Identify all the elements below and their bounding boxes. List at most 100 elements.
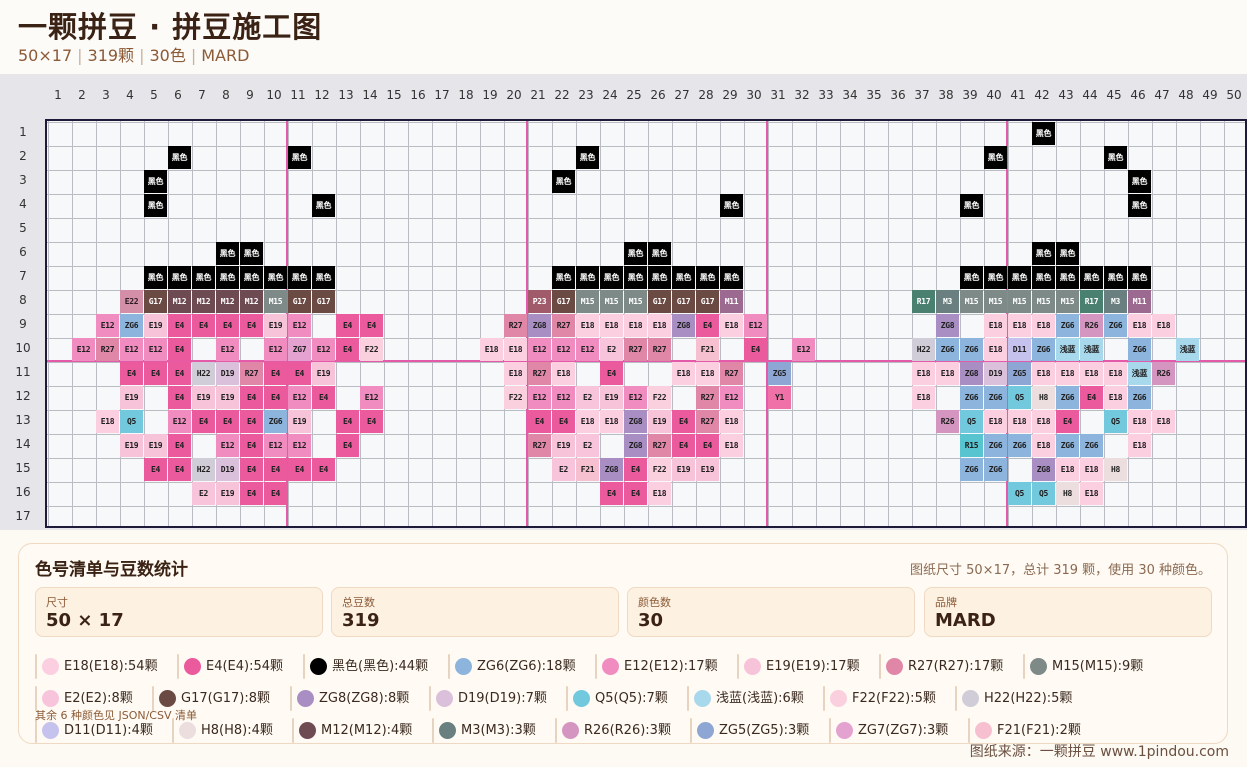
bead-cell[interactable]: E4: [696, 434, 719, 457]
bead-cell[interactable]: P23: [528, 290, 551, 313]
bead-cell[interactable]: 黑色: [1032, 266, 1055, 289]
bead-cell[interactable]: 黑色: [264, 266, 287, 289]
bead-cell[interactable]: 黑色: [600, 266, 623, 289]
bead-cell[interactable]: 浅蓝: [1056, 338, 1079, 361]
bead-cell[interactable]: E18: [1152, 410, 1175, 433]
bead-cell[interactable]: 黑色: [720, 266, 743, 289]
bead-cell[interactable]: E19: [600, 386, 623, 409]
color-chip[interactable]: R26(R26):3颗: [555, 718, 671, 743]
bead-cell[interactable]: R17: [912, 290, 935, 313]
bead-cell[interactable]: E12: [552, 338, 575, 361]
bead-cell[interactable]: ZG6: [984, 434, 1007, 457]
color-chip[interactable]: R27(R27):17颗: [879, 654, 1003, 679]
bead-cell[interactable]: E12: [360, 386, 383, 409]
bead-cell[interactable]: E12: [312, 338, 335, 361]
bead-cell[interactable]: E4: [216, 314, 239, 337]
bead-cell[interactable]: E18: [1128, 410, 1151, 433]
bead-cell[interactable]: M15: [600, 290, 623, 313]
bead-cell[interactable]: E19: [648, 410, 671, 433]
bead-cell[interactable]: ZG6: [960, 338, 983, 361]
bead-cell[interactable]: 黑色: [168, 266, 191, 289]
bead-cell[interactable]: E4: [360, 410, 383, 433]
bead-cell[interactable]: M3: [936, 290, 959, 313]
bead-cell[interactable]: E4: [168, 458, 191, 481]
bead-cell[interactable]: ZG6: [960, 458, 983, 481]
bead-cell[interactable]: E18: [1080, 362, 1103, 385]
bead-cell[interactable]: E12: [792, 338, 815, 361]
bead-cell[interactable]: 黑色: [216, 266, 239, 289]
bead-cell[interactable]: E4: [1080, 386, 1103, 409]
bead-cell[interactable]: ZG8: [624, 434, 647, 457]
bead-cell[interactable]: E12: [264, 338, 287, 361]
bead-cell[interactable]: 黑色: [288, 266, 311, 289]
bead-cell[interactable]: 黑色: [576, 266, 599, 289]
bead-cell[interactable]: Q5: [1008, 386, 1031, 409]
bead-cell[interactable]: 黑色: [288, 146, 311, 169]
bead-cell[interactable]: R27: [240, 362, 263, 385]
bead-cell[interactable]: 浅蓝: [1080, 338, 1103, 361]
bead-cell[interactable]: 黑色: [1032, 242, 1055, 265]
bead-cell[interactable]: E4: [168, 386, 191, 409]
bead-cell[interactable]: E12: [624, 386, 647, 409]
bead-cell[interactable]: Q5: [1008, 482, 1031, 505]
bead-cell[interactable]: 黑色: [1032, 122, 1055, 145]
bead-cell[interactable]: 浅蓝: [1176, 338, 1199, 361]
bead-cell[interactable]: E19: [672, 458, 695, 481]
bead-cell[interactable]: M15: [960, 290, 983, 313]
bead-cell[interactable]: E4: [336, 338, 359, 361]
bead-cell[interactable]: 黑色: [552, 266, 575, 289]
bead-cell[interactable]: M15: [624, 290, 647, 313]
bead-cell[interactable]: ZG8: [936, 314, 959, 337]
bead-cell[interactable]: E18: [1128, 314, 1151, 337]
bead-cell[interactable]: E4: [312, 386, 335, 409]
bead-cell[interactable]: E12: [216, 434, 239, 457]
color-chip[interactable]: ZG6(ZG6):18颗: [448, 654, 576, 679]
bead-cell[interactable]: 黑色: [144, 194, 167, 217]
bead-cell[interactable]: ZG8: [960, 362, 983, 385]
bead-cell[interactable]: E18: [1008, 314, 1031, 337]
bead-cell[interactable]: E18: [504, 338, 527, 361]
bead-cell[interactable]: E19: [264, 314, 287, 337]
bead-cell[interactable]: E22: [120, 290, 143, 313]
bead-cell[interactable]: E18: [1104, 362, 1127, 385]
bead-cell[interactable]: E18: [1008, 410, 1031, 433]
bead-cell[interactable]: ZG6: [1128, 338, 1151, 361]
bead-cell[interactable]: 黑色: [984, 146, 1007, 169]
bead-cell[interactable]: 黑色: [1104, 266, 1127, 289]
bead-cell[interactable]: E4: [360, 314, 383, 337]
bead-cell[interactable]: G17: [696, 290, 719, 313]
bead-cell[interactable]: E19: [144, 314, 167, 337]
bead-cell[interactable]: 黑色: [192, 266, 215, 289]
bead-cell[interactable]: ZG6: [1056, 386, 1079, 409]
bead-cell[interactable]: M12: [240, 290, 263, 313]
bead-cell[interactable]: R27: [552, 314, 575, 337]
bead-cell[interactable]: ZG6: [984, 458, 1007, 481]
bead-cell[interactable]: E18: [912, 386, 935, 409]
color-chip[interactable]: F21(F21):2颗: [968, 718, 1081, 743]
bead-cell[interactable]: E4: [264, 458, 287, 481]
color-chip[interactable]: M12(M12):4颗: [292, 718, 412, 743]
bead-cell[interactable]: E18: [720, 434, 743, 457]
bead-cell[interactable]: E18: [912, 362, 935, 385]
bead-cell[interactable]: H22: [192, 458, 215, 481]
bead-cell[interactable]: Y1: [768, 386, 791, 409]
bead-cell[interactable]: E4: [192, 314, 215, 337]
bead-cell[interactable]: M15: [1056, 290, 1079, 313]
color-chip[interactable]: F22(F22):5颗: [823, 686, 936, 711]
bead-cell[interactable]: R27: [720, 362, 743, 385]
color-chip[interactable]: M15(M15):9颗: [1023, 654, 1143, 679]
bead-cell[interactable]: E12: [144, 338, 167, 361]
bead-cell[interactable]: 黑色: [144, 170, 167, 193]
bead-cell[interactable]: ZG8: [528, 314, 551, 337]
bead-cell[interactable]: E4: [624, 482, 647, 505]
bead-cell[interactable]: ZG6: [120, 314, 143, 337]
bead-cell[interactable]: E4: [168, 338, 191, 361]
bead-cell[interactable]: R27: [528, 362, 551, 385]
bead-cell[interactable]: E4: [336, 410, 359, 433]
bead-cell[interactable]: E18: [600, 314, 623, 337]
color-chip[interactable]: ZG8(ZG8):8颗: [290, 686, 409, 711]
bead-cell[interactable]: E19: [216, 386, 239, 409]
bead-cell[interactable]: 浅蓝: [1128, 362, 1151, 385]
bead-cell[interactable]: F22: [504, 386, 527, 409]
bead-cell[interactable]: E18: [504, 362, 527, 385]
